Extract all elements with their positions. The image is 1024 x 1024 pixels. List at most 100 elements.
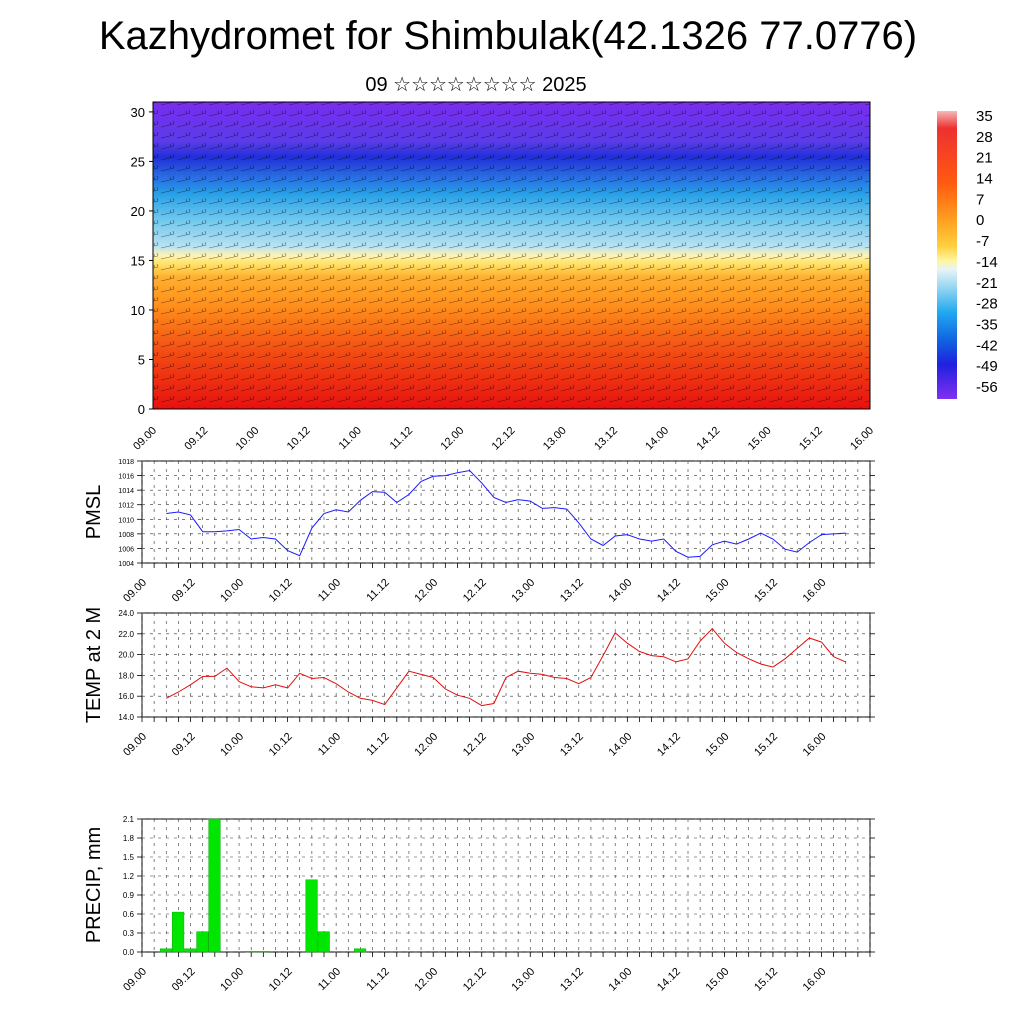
p4-ytick-label: 0.3	[123, 929, 135, 938]
heatmap-xtick-label: 15.00	[746, 425, 774, 453]
p2-xtick-label: 16.00	[801, 577, 829, 605]
p3-xtick-label: 13.12	[558, 731, 586, 759]
pmsl-ylabel: PMSL	[83, 485, 105, 539]
p3-xtick-label: 14.12	[655, 731, 683, 759]
p2-xtick-label: 10.12	[267, 577, 295, 605]
p4-xtick-label: 12.12	[461, 966, 489, 994]
p3-xtick-label: 10.00	[218, 731, 246, 759]
p4-xtick-label: 14.00	[607, 966, 635, 994]
p2-xtick-label: 13.00	[509, 577, 537, 605]
p2-xtick-label: 12.00	[412, 577, 440, 605]
heatmap-xtick-label: 10.12	[285, 425, 313, 453]
p3-ytick-label: 18.0	[118, 671, 134, 680]
p2-ytick-label: 1004	[118, 561, 134, 568]
p4-ytick-label: 1.5	[123, 853, 135, 862]
precip-ylabel: PRECIP, mm	[83, 827, 105, 943]
precip-bar	[354, 948, 367, 953]
precip-bar	[317, 931, 330, 953]
p3-xtick-label: 12.12	[461, 731, 489, 759]
p4-xtick-label: 13.12	[558, 966, 586, 994]
heatmap-xtick-label: 10.00	[234, 425, 262, 453]
p4-ytick-label: 1.2	[123, 872, 135, 881]
heatmap-xtick-label: 16.00	[848, 425, 876, 453]
p4-xtick-label: 14.12	[655, 966, 683, 994]
p4-xtick-label: 11.12	[364, 966, 391, 993]
heatmap-xtick-label: 13.00	[541, 425, 569, 453]
p3-xtick-label: 09.00	[121, 731, 149, 759]
colorbar-label: 14	[976, 171, 993, 188]
colorbar-label: -21	[976, 275, 998, 292]
heatmap-ytick-label: 5	[138, 352, 145, 367]
p2-xtick-label: 10.00	[218, 577, 246, 605]
p2-xtick-label: 11.12	[364, 577, 391, 604]
p2-ytick-label: 1008	[118, 532, 134, 539]
p4-xtick-label: 13.00	[509, 966, 537, 994]
p2-xtick-label: 09.00	[121, 577, 149, 605]
p2-xtick-label: 14.12	[655, 577, 683, 605]
heatmap-xtick-label: 13.12	[592, 425, 620, 453]
heatmap-xtick-label: 15.12	[797, 425, 825, 453]
heatmap-ytick-label: 30	[131, 105, 145, 120]
colorbar: 35 28 21 14 7 0 -7 -14 -21 -28 -35 -42 -49 -56	[937, 108, 998, 399]
colorbar-label: 35	[976, 108, 993, 125]
colorbar-label: 21	[976, 150, 993, 167]
p4-xtick-label: 09.00	[121, 966, 149, 994]
colorbar-label: 0	[976, 212, 984, 229]
p2-ytick-label: 1010	[118, 517, 134, 524]
p2-xtick-label: 11.00	[316, 577, 343, 604]
p2-xtick-label: 12.12	[461, 577, 489, 605]
precip-bar	[159, 948, 173, 953]
colorbar-label: -35	[976, 316, 998, 333]
p2-ytick-label: 1012	[118, 503, 134, 510]
colorbar-label: -7	[976, 233, 989, 250]
p2-ytick-label: 1014	[118, 488, 134, 495]
p3-xtick-label: 14.00	[607, 731, 635, 759]
p4-xtick-label: 15.12	[752, 966, 780, 994]
colorbar-label: 28	[976, 129, 993, 146]
p2-xtick-label: 15.12	[752, 577, 780, 605]
p3-xtick-label: 13.00	[509, 731, 537, 759]
p4-ytick-label: 0.6	[123, 910, 135, 919]
wind-barbs-overlay	[153, 102, 870, 409]
precip-panel: 0.0 0.3 0.6 0.9 1.2 1.5 1.8 2.1 09.00 09.12 10.00…	[83, 815, 875, 994]
p2-ytick-label: 1018	[118, 459, 134, 466]
p4-ytick-label: 0.9	[123, 891, 135, 900]
heatmap-xtick-label: 11.00	[337, 425, 364, 452]
heatmap-ytick-label: 20	[131, 204, 145, 219]
p2-xtick-label: 14.00	[607, 577, 635, 605]
precip-bar	[196, 931, 209, 953]
colorbar-label: 7	[976, 191, 984, 208]
p3-ytick-label: 20.0	[118, 651, 134, 660]
p4-ytick-label: 2.1	[123, 815, 135, 824]
p3-xtick-label: 09.12	[170, 731, 198, 759]
colorbar-label: -49	[976, 358, 998, 375]
temp-ylabel: TEMP at 2 M	[83, 607, 105, 723]
p4-xtick-label: 09.12	[170, 966, 198, 994]
p4-xtick-label: 16.00	[801, 966, 829, 994]
p2-ytick-label: 1006	[118, 546, 134, 553]
p2-xtick-label: 15.00	[704, 577, 732, 605]
p3-xtick-label: 11.12	[364, 731, 391, 758]
colorbar-gradient	[937, 111, 957, 399]
precip-bar	[305, 879, 318, 953]
heatmap-panel: 0 5 10 15 20 25 30 09.00 09.12 10.00 10.12 11.00 11…	[131, 101, 876, 453]
p3-xtick-label: 10.12	[267, 731, 295, 759]
heatmap-xtick-label: 11.12	[388, 425, 415, 452]
heatmap-xtick-label: 12.00	[438, 425, 466, 453]
colorbar-label: -42	[976, 337, 998, 354]
heatmap-ytick-label: 10	[131, 303, 145, 318]
heatmap-xtick-label: 09.12	[182, 425, 210, 453]
p4-xtick-label: 15.00	[704, 966, 732, 994]
p4-xtick-label: 11.00	[316, 966, 343, 993]
p3-xtick-label: 15.00	[704, 731, 732, 759]
p3-ytick-label: 14.0	[118, 713, 134, 722]
heatmap-ytick-label: 0	[138, 402, 145, 417]
p3-ytick-label: 22.0	[118, 630, 134, 639]
temp-panel: 14.0 16.0 18.0 20.0 22.0 24.0 09.00 09.12 10.00…	[83, 607, 875, 759]
p4-xtick-label: 10.00	[218, 966, 246, 994]
colorbar-label: -14	[976, 254, 998, 271]
precip-bar	[172, 911, 185, 953]
p4-xtick-label: 12.00	[412, 966, 440, 994]
